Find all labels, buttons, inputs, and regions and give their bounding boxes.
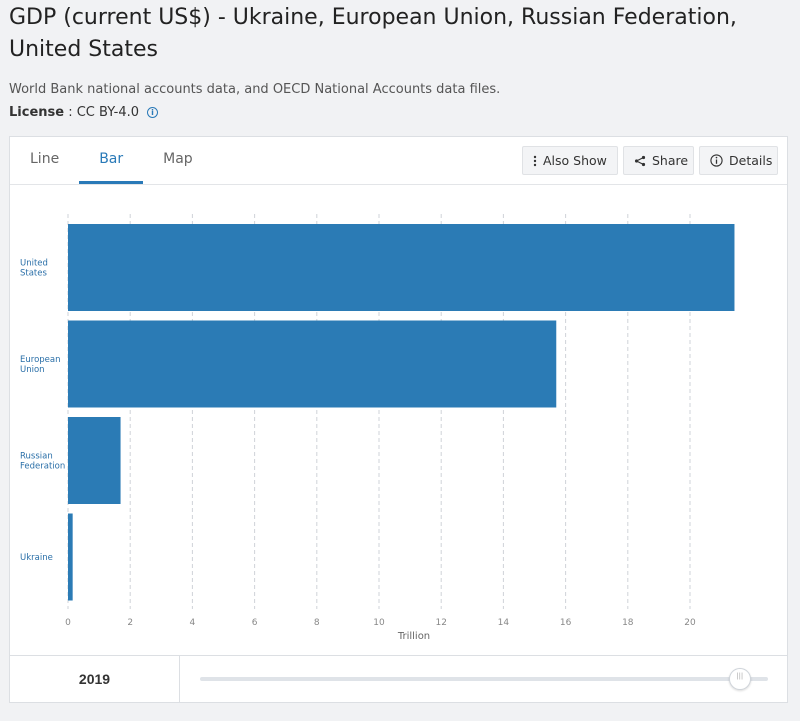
share-icon (634, 155, 646, 167)
x-tick-label: 12 (435, 618, 446, 628)
x-tick-label: 16 (560, 618, 572, 628)
source-note: World Bank national accounts data, and O… (9, 82, 501, 97)
year-slider-handle[interactable] (729, 668, 751, 690)
x-tick-label: 10 (373, 618, 385, 628)
license-separator: : (64, 105, 77, 120)
also-show-button[interactable]: Also Show (522, 146, 618, 175)
y-category-label: Federation (20, 462, 65, 472)
license-line: License : CC BY-4.0 i (9, 105, 158, 120)
x-tick-label: 8 (314, 618, 320, 628)
x-tick-label: 4 (190, 618, 196, 628)
share-button[interactable]: Share (623, 146, 694, 175)
x-tick-label: 2 (127, 618, 133, 628)
info-icon[interactable]: i (147, 107, 158, 118)
x-tick-label: 18 (622, 618, 634, 628)
details-button[interactable]: Details (699, 146, 778, 175)
y-category-label: Union (20, 365, 45, 375)
y-category-label: States (20, 269, 47, 279)
x-tick-label: 0 (65, 618, 71, 628)
license-label: License (9, 105, 65, 120)
tab-line[interactable]: Line (30, 151, 60, 167)
bar (68, 513, 73, 601)
bar (68, 417, 121, 504)
tab-bar[interactable]: Bar (79, 137, 144, 184)
y-category-label: Ukraine (20, 553, 53, 563)
x-tick-label: 20 (684, 618, 696, 628)
y-category-label: Russian (20, 452, 53, 462)
year-slider-bar: 2019 (9, 655, 788, 703)
page-title: GDP (current US$) - Ukraine, European Un… (9, 5, 737, 62)
tab-divider (10, 184, 787, 185)
chart-tabs: Line Bar Map (10, 137, 213, 184)
license-value: CC BY-4.0 (76, 105, 139, 120)
y-category-label: United (20, 259, 48, 269)
chart-card: Line Bar Map Also Show Share Details 0 2 4… (9, 136, 788, 702)
x-tick-label: 6 (252, 618, 258, 628)
tab-map[interactable]: Map (163, 151, 193, 167)
x-axis-title: Trillion (397, 631, 430, 642)
selected-year: 2019 (10, 656, 180, 702)
x-tick-label: 14 (498, 618, 510, 628)
details-label: Details (729, 153, 773, 168)
info-circle-icon (710, 154, 723, 167)
bar (68, 224, 735, 311)
also-show-label: Also Show (543, 153, 607, 168)
share-label: Share (652, 153, 689, 168)
y-category-label: European (20, 355, 61, 365)
bar (68, 320, 557, 408)
year-slider-track[interactable] (200, 677, 768, 681)
more-vertical-icon (533, 155, 537, 167)
